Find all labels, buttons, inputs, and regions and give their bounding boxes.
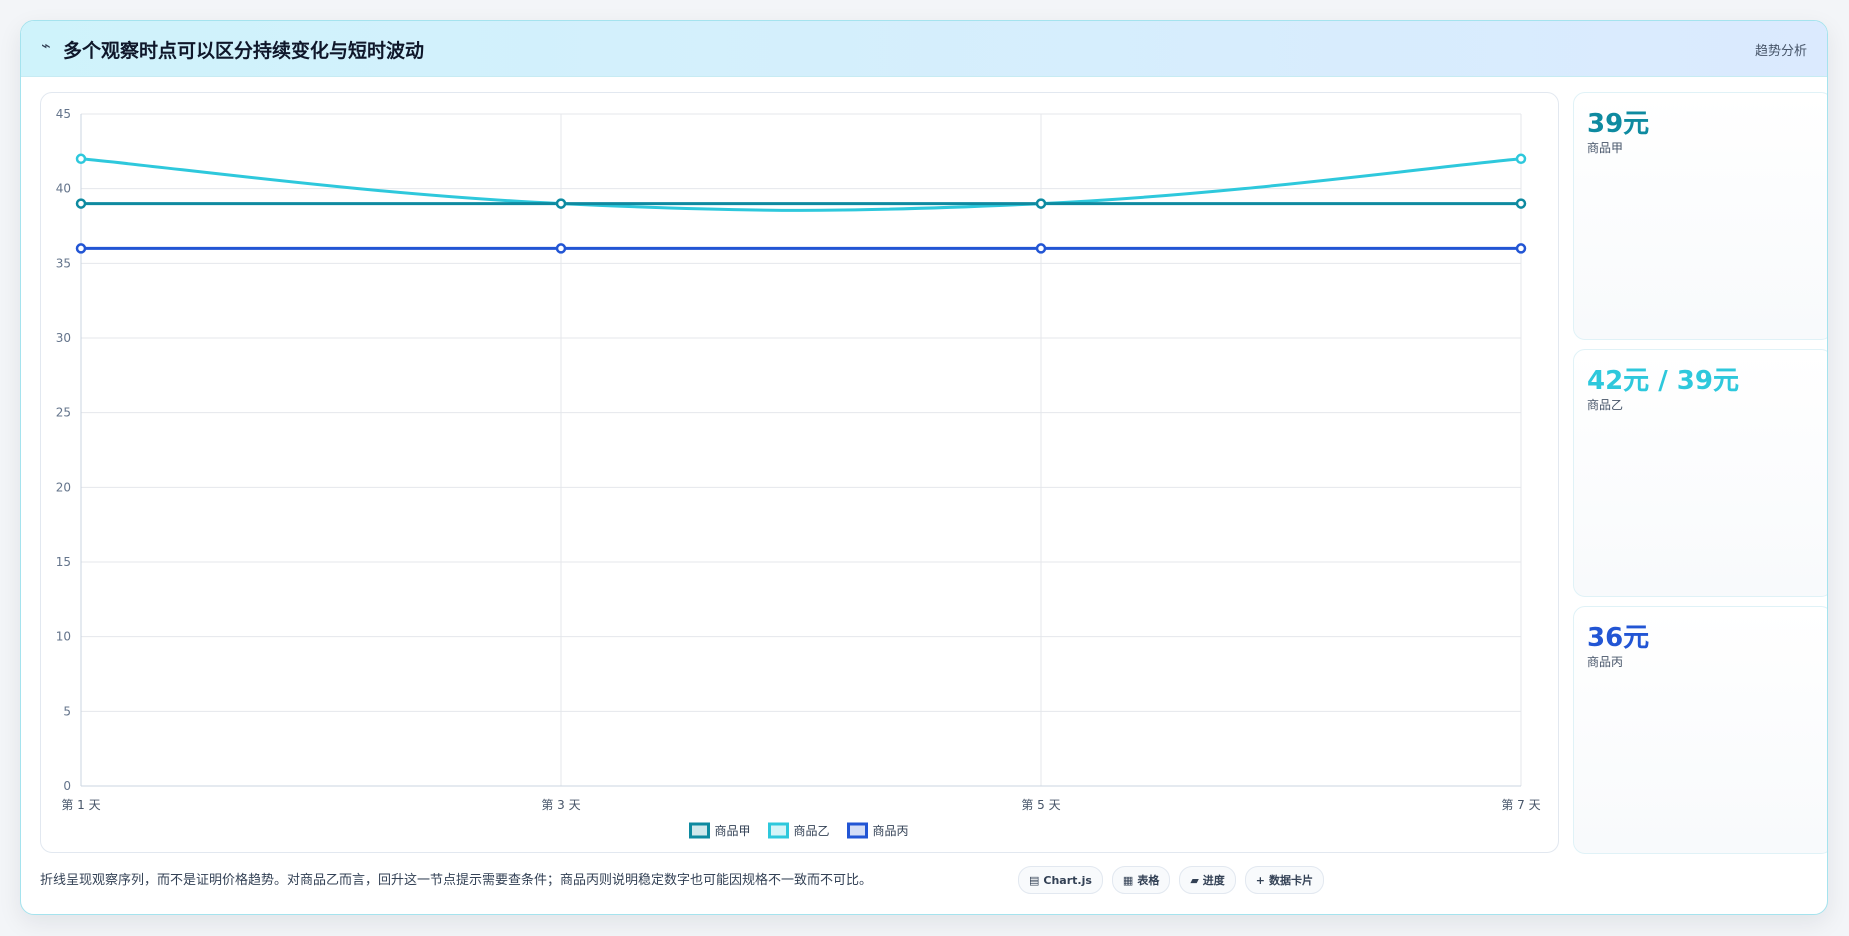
x-tick-label: 第 7 天 bbox=[1501, 798, 1540, 812]
trend-line-icon: ⌁ bbox=[41, 36, 51, 55]
data-point bbox=[75, 198, 87, 209]
category-tag: 趋势分析 bbox=[1754, 44, 1807, 59]
stat-card-label: 商品甲 bbox=[1587, 141, 1624, 155]
legend-label: 商品甲 bbox=[715, 823, 751, 838]
stat-card-value: 42元 / 39元 bbox=[1587, 366, 1739, 396]
feature-pills: ▤ Chart.js ▦ 表格 ▰ 进度 + 数据卡片 bbox=[1018, 866, 1325, 894]
pill-label: 表格 bbox=[1137, 874, 1160, 887]
stat-card-value: 39元 bbox=[1587, 109, 1650, 139]
y-tick-label: 40 bbox=[56, 182, 71, 196]
pill-label: Chart.js bbox=[1043, 873, 1092, 887]
table-icon: ▦ bbox=[1122, 873, 1134, 887]
stat-card-label: 商品丙 bbox=[1587, 655, 1624, 669]
stat-card-label: 商品乙 bbox=[1587, 398, 1624, 412]
stat-card-c: 36元 商品丙 bbox=[1573, 606, 1827, 854]
dashboard-card: ⌁ 多个观察时点可以区分持续变化与短时波动 趋势分析 0 5 10 15 20 25 30 3… bbox=[20, 20, 1828, 915]
chart-icon: ▤ bbox=[1029, 873, 1040, 887]
legend-swatch bbox=[768, 822, 789, 839]
y-tick-label: 30 bbox=[56, 331, 71, 345]
pill-label: 进度 bbox=[1202, 874, 1225, 887]
data-point bbox=[1035, 198, 1047, 209]
pill-progress[interactable]: ▰ 进度 bbox=[1179, 866, 1236, 894]
pill-data-card[interactable]: + 数据卡片 bbox=[1244, 866, 1325, 894]
pill-table[interactable]: ▦ 表格 bbox=[1111, 866, 1171, 894]
data-point bbox=[1515, 198, 1527, 209]
line-chart-container: 0 5 10 15 20 25 30 35 40 45 第 1 天 第 3 天 第 5 天 第 7 天商品… bbox=[40, 92, 1559, 853]
card-header: ⌁ 多个观察时点可以区分持续变化与短时波动 趋势分析 bbox=[21, 21, 1827, 77]
y-tick-label: 25 bbox=[56, 406, 71, 420]
y-tick-label: 45 bbox=[56, 107, 71, 121]
data-point bbox=[555, 198, 567, 209]
footer-note: 折线呈现观察序列，而不是证明价格趋势。对商品乙而言，回升这一节点提示需要查条件；… bbox=[40, 873, 873, 888]
data-point bbox=[555, 243, 567, 254]
y-tick-label: 35 bbox=[56, 256, 71, 270]
data-point bbox=[1035, 243, 1047, 254]
progress-icon: ▰ bbox=[1190, 873, 1199, 887]
legend-label: 商品乙 bbox=[794, 823, 830, 838]
x-tick-label: 第 3 天 bbox=[541, 798, 580, 812]
page-title: 多个观察时点可以区分持续变化与短时波动 bbox=[63, 40, 425, 62]
y-tick-label: 20 bbox=[56, 480, 71, 494]
legend-swatch bbox=[689, 822, 710, 839]
legend-label: 商品丙 bbox=[873, 823, 909, 838]
data-point bbox=[75, 153, 87, 165]
x-tick-label: 第 5 天 bbox=[1021, 798, 1060, 812]
y-tick-label: 15 bbox=[56, 555, 71, 569]
pill-chartjs[interactable]: ▤ Chart.js bbox=[1018, 866, 1103, 894]
y-tick-label: 5 bbox=[63, 704, 71, 718]
plus-icon: + bbox=[1255, 873, 1266, 887]
y-tick-label: 10 bbox=[56, 630, 71, 644]
stat-card-a: 39元 商品甲 bbox=[1573, 92, 1827, 340]
data-point bbox=[1515, 153, 1527, 165]
stat-card-value: 36元 bbox=[1587, 623, 1650, 653]
series-line bbox=[80, 157, 1522, 212]
data-point bbox=[1515, 243, 1527, 254]
legend-swatch bbox=[847, 822, 868, 839]
stat-card-b: 42元 / 39元 商品乙 bbox=[1573, 349, 1827, 597]
data-point bbox=[75, 243, 87, 254]
x-tick-label: 第 1 天 bbox=[61, 798, 100, 812]
pill-label: 数据卡片 bbox=[1269, 874, 1314, 887]
line-chart: 0 5 10 15 20 25 30 35 40 45 第 1 天 第 3 天 第 5 天 第 7 天商品… bbox=[56, 107, 1541, 839]
y-tick-label: 0 bbox=[63, 779, 71, 793]
